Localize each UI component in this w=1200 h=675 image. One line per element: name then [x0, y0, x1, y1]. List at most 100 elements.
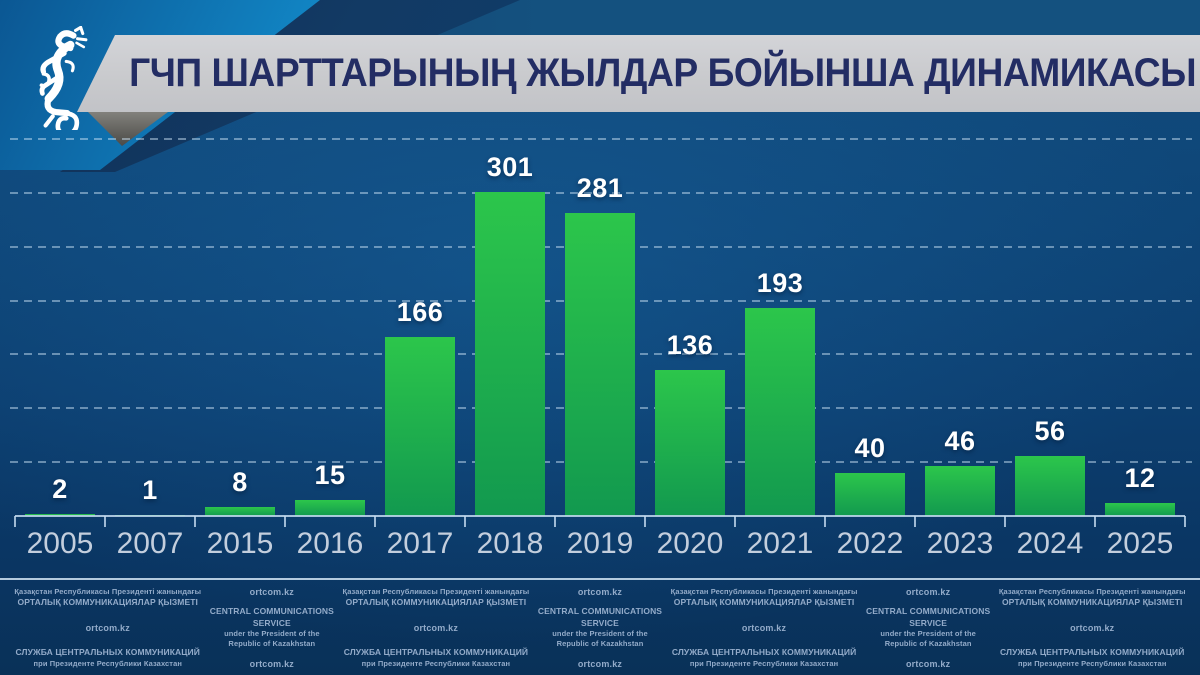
org-name-en-line: CENTRAL COMMUNICATIONS SERVICE — [209, 606, 334, 628]
bar — [295, 499, 365, 516]
footer-column-site: ortcom.kz CENTRAL COMMUNICATIONS SERVICE u… — [858, 587, 999, 669]
bar-value-label: 46 — [944, 426, 976, 457]
org-name-kk: Қазақстан Республикасы Президенті жанынд… — [670, 587, 858, 609]
site-url: ortcom.kz — [905, 587, 951, 597]
x-axis-label: 2017 — [386, 527, 454, 560]
footer-watermark: Қазақстан Республикасы Президенті жанынд… — [0, 582, 1200, 672]
footer-column-site: ortcom.kz CENTRAL COMMUNICATIONS SERVICE u… — [530, 587, 671, 669]
org-name-en-line: Republic of Kazakhstan — [884, 639, 972, 649]
bar — [385, 337, 455, 516]
x-axis-label: 2007 — [116, 527, 184, 560]
org-name-kk-line: ОРТАЛЫҚ КОММУНИКАЦИЯЛАР ҚЫЗМЕТІ — [1001, 597, 1183, 608]
bar — [745, 308, 815, 516]
org-name-en: CENTRAL COMMUNICATIONS SERVICE under the … — [530, 606, 671, 649]
footer-column-org: Қазақстан Республикасы Президенті жанынд… — [670, 587, 858, 669]
org-name-ru-line: СЛУЖБА ЦЕНТРАЛЬНЫХ КОММУНИКАЦИЙ — [1000, 647, 1185, 658]
org-name-en-line: Republic of Kazakhstan — [556, 639, 644, 649]
org-name-ru-line: СЛУЖБА ЦЕНТРАЛЬНЫХ КОММУНИКАЦИЙ — [15, 647, 200, 658]
site-url: ortcom.kz — [249, 659, 294, 669]
x-axis-label: 2005 — [26, 527, 94, 560]
gridline — [10, 138, 1192, 140]
bar — [1105, 503, 1175, 516]
org-name-ru: СЛУЖБА ЦЕНТРАЛЬНЫХ КОММУНИКАЦИЙ при Прези… — [342, 647, 530, 669]
axis-tick — [104, 516, 106, 527]
footer-column-org: Қазақстан Республикасы Президенті жанынд… — [998, 587, 1186, 669]
site-url: ortcom.kz — [741, 623, 787, 633]
title-banner: ГЧП ШАРТТАРЫНЫҢ ЖЫЛДАР БОЙЫНША ДИНАМИКАС… — [77, 35, 1200, 112]
x-axis-label: 2021 — [746, 527, 814, 560]
axis-tick — [824, 516, 826, 527]
axis-tick — [374, 516, 376, 527]
bar — [925, 466, 995, 516]
site-url: ortcom.kz — [577, 659, 623, 669]
bar-value-label: 56 — [1034, 415, 1066, 446]
bar — [25, 513, 95, 516]
page-title: ГЧП ШАРТТАРЫНЫҢ ЖЫЛДАР БОЙЫНША ДИНАМИКАС… — [129, 51, 1197, 95]
org-name-en-line: Republic of Kazakhstan — [228, 639, 316, 649]
org-name-kk-line: Қазақстан Республикасы Президенті жанынд… — [14, 587, 202, 596]
axis-tick — [284, 516, 286, 527]
footer-column-org: Қазақстан Республикасы Президенті жанынд… — [14, 587, 202, 669]
org-name-ru-line: СЛУЖБА ЦЕНТРАЛЬНЫХ КОММУНИКАЦИЙ — [671, 647, 857, 658]
org-name-ru-line: при Президенте Республики Казахстан — [1017, 658, 1167, 668]
snow-leopard-logo-icon — [39, 26, 88, 130]
x-axis-label: 2024 — [1016, 527, 1084, 560]
org-name-kk-line: Қазақстан Республикасы Президенті жанынд… — [342, 587, 530, 596]
bar-value-label: 1 — [142, 474, 158, 505]
x-axis-line — [15, 515, 1185, 517]
axis-tick — [1004, 516, 1006, 527]
gridline — [10, 191, 1192, 194]
axis-tick — [194, 516, 196, 527]
axis-tick — [554, 516, 556, 527]
site-url: ortcom.kz — [1070, 623, 1115, 633]
org-name-ru-line: при Президенте Республики Казахстан — [689, 658, 839, 668]
axis-tick — [914, 516, 916, 527]
org-name-ru-line: СЛУЖБА ЦЕНТРАЛЬНЫХ КОММУНИКАЦИЙ — [343, 647, 529, 658]
axis-tick — [464, 516, 466, 527]
bar-value-label: 281 — [576, 173, 624, 204]
org-name-ru: СЛУЖБА ЦЕНТРАЛЬНЫХ КОММУНИКАЦИЙ при Прези… — [998, 647, 1186, 669]
bar — [475, 191, 545, 516]
org-name-ru: СЛУЖБА ЦЕНТРАЛЬНЫХ КОММУНИКАЦИЙ при Прези… — [14, 647, 202, 669]
org-name-ru-line: при Президенте Республики Казахстан — [33, 658, 182, 668]
bar — [1015, 455, 1085, 516]
org-name-kk-line: Қазақстан Республикасы Президенті жанынд… — [998, 587, 1186, 596]
footer-divider — [0, 578, 1200, 580]
x-axis-label: 2015 — [206, 527, 274, 560]
site-url: ortcom.kz — [249, 587, 294, 597]
org-name-en: CENTRAL COMMUNICATIONS SERVICE under the … — [202, 606, 343, 649]
site-url: ortcom.kz — [85, 623, 130, 633]
org-name-kk-line: ОРТАЛЫҚ КОММУНИКАЦИЯЛАР ҚЫЗМЕТІ — [345, 597, 527, 608]
axis-tick — [14, 516, 16, 527]
org-name-kk-line: ОРТАЛЫҚ КОММУНИКАЦИЯЛАР ҚЫЗМЕТІ — [673, 597, 855, 608]
site-url: ortcom.kz — [413, 623, 459, 633]
org-name-en-line: CENTRAL COMMUNICATIONS SERVICE — [537, 606, 663, 628]
bar-value-label: 136 — [666, 329, 714, 360]
org-name-kk: Қазақстан Республикасы Президенті жанынд… — [998, 587, 1186, 609]
bar-value-label: 166 — [396, 297, 444, 328]
org-name-kk-line: Қазақстан Республикасы Президенті жанынд… — [670, 587, 858, 596]
x-axis-label: 2016 — [296, 527, 364, 560]
org-name-en-line: CENTRAL COMMUNICATIONS SERVICE — [866, 606, 991, 628]
bar — [655, 369, 725, 516]
bar — [565, 213, 635, 516]
bar-value-label: 40 — [854, 432, 886, 463]
x-axis-label: 2020 — [656, 527, 724, 560]
footer-column-site: ortcom.kz CENTRAL COMMUNICATIONS SERVICE u… — [202, 587, 343, 669]
axis-tick — [1094, 516, 1096, 527]
org-name-kk: Қазақстан Республикасы Президенті жанынд… — [14, 587, 202, 609]
org-name-en-line: under the President of the — [880, 629, 976, 639]
org-name-en-line: under the President of the — [224, 629, 320, 639]
bar — [205, 507, 275, 516]
org-name-ru-line: при Президенте Республики Казахстан — [361, 658, 511, 668]
footer-column-org: Қазақстан Республикасы Президенті жанынд… — [342, 587, 530, 669]
axis-tick — [1184, 516, 1186, 527]
org-name-kk: Қазақстан Республикасы Президенті жанынд… — [342, 587, 530, 609]
x-axis-label: 2025 — [1106, 527, 1174, 560]
site-url: ortcom.kz — [577, 587, 623, 597]
bar-value-label: 2 — [52, 473, 68, 504]
x-axis-label: 2019 — [566, 527, 634, 560]
axis-tick — [644, 516, 646, 527]
bar-value-label: 12 — [1124, 463, 1156, 494]
x-axis-label: 2023 — [926, 527, 994, 560]
